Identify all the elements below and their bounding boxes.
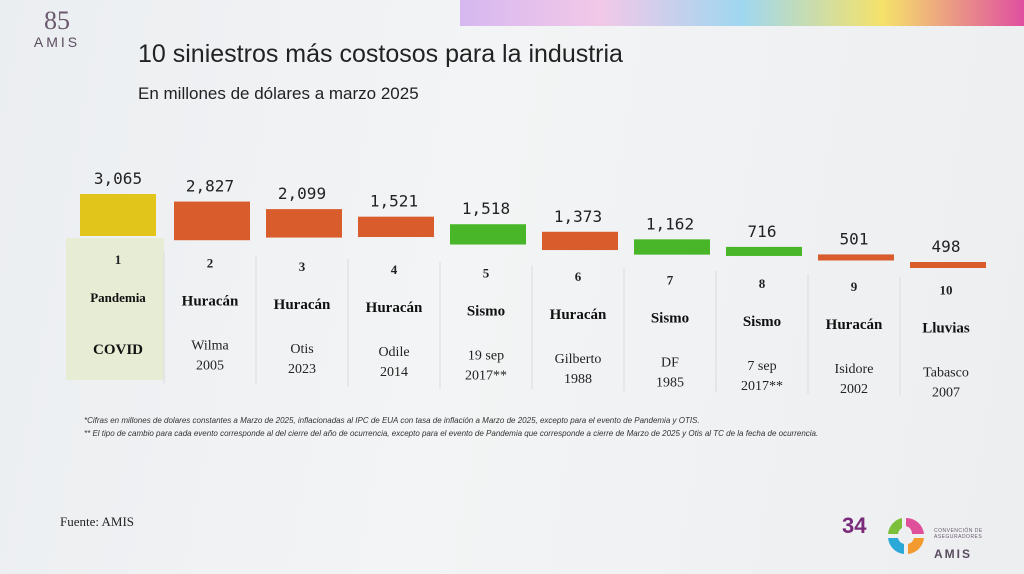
highlight-panel — [66, 238, 164, 380]
rank-label: 4 — [391, 262, 398, 277]
bar-value-label: 498 — [932, 237, 961, 256]
event-type-label: Sismo — [743, 314, 781, 330]
event-name-label: Isidore — [835, 362, 874, 377]
event-type-label: Huracán — [366, 300, 423, 316]
event-year-label: 2017** — [741, 379, 783, 394]
bar-value-label: 1,518 — [462, 199, 510, 218]
amis-85-logo: 85 AMIS — [22, 6, 92, 51]
bar — [80, 194, 156, 236]
event-year-label: 1988 — [564, 372, 592, 387]
page-number: 34 — [842, 513, 867, 538]
event-type-label: Huracán — [550, 307, 607, 323]
footnotes: *Cifras en millones de dolares constante… — [84, 414, 874, 440]
event-year-label: 2007 — [932, 386, 960, 401]
bar — [542, 231, 618, 251]
rank-label: 8 — [759, 276, 766, 291]
bar — [358, 216, 434, 238]
bar-value-label: 1,373 — [554, 207, 602, 226]
bar — [818, 254, 894, 261]
bar-value-label: 2,827 — [186, 177, 234, 196]
rank-label: 6 — [575, 269, 582, 284]
bar-value-label: 3,065 — [94, 169, 142, 188]
rank-label: 1 — [115, 252, 122, 267]
bar-value-label: 2,099 — [278, 184, 326, 203]
bar — [910, 262, 986, 268]
event-year-label: 2005 — [196, 358, 224, 373]
bar — [174, 201, 250, 241]
event-type-label: Pandemia — [90, 290, 146, 305]
rank-label: 10 — [940, 283, 953, 298]
event-name-label: 7 sep — [747, 359, 776, 374]
event-name-label: Wilma — [191, 338, 229, 353]
event-type-label: Sismo — [651, 310, 689, 326]
event-name-label: Gilberto — [555, 352, 602, 367]
bar — [450, 224, 526, 245]
event-name-label: DF — [661, 355, 679, 370]
rank-label: 7 — [667, 272, 674, 287]
event-year-label: 1985 — [656, 375, 684, 390]
bar-value-label: 501 — [840, 229, 869, 248]
bar — [726, 246, 802, 256]
footnote-2: ** El tipo de cambio para cada evento co… — [84, 429, 819, 438]
event-type-label: Lluvias — [922, 321, 970, 337]
logo-name: AMIS — [33, 34, 81, 50]
amis-convention-logo-icon — [888, 517, 924, 554]
rank-label: 9 — [851, 279, 858, 294]
event-type-label: Sismo — [467, 304, 505, 320]
event-year-label: 2014 — [380, 365, 408, 380]
event-name-label: Odile — [378, 345, 409, 360]
footnote-1: *Cifras en millones de dolares constante… — [84, 416, 700, 425]
event-year-label: 2023 — [288, 362, 316, 377]
top-decoration-strip — [460, 0, 1024, 26]
footer-logo-name: AMIS — [934, 547, 972, 561]
bar — [634, 239, 710, 255]
footer-logo-text: CONVENCIÓN DE ASEGURADORES — [934, 528, 983, 540]
page-subtitle: En millones de dólares a marzo 2025 — [138, 84, 419, 103]
source-note: Fuente: AMIS — [60, 514, 135, 529]
event-year-label: 2017** — [465, 369, 507, 384]
logo-number: 85 — [44, 6, 70, 35]
event-name-label: 19 sep — [468, 349, 504, 364]
bar-value-label: 716 — [748, 222, 777, 241]
rank-label: 5 — [483, 266, 490, 281]
bar — [266, 209, 342, 238]
bar-value-label: 1,162 — [646, 214, 694, 233]
event-year-label: 2002 — [840, 382, 868, 397]
event-type-label: Huracán — [274, 297, 331, 313]
event-name-label: Otis — [290, 342, 313, 357]
rank-label: 3 — [299, 259, 306, 274]
page-title: 10 siniestros más costosos para la indus… — [138, 40, 623, 68]
event-type-label: Huracán — [826, 317, 883, 333]
bar-value-label: 1,521 — [370, 192, 418, 211]
rank-label: 2 — [207, 255, 214, 270]
event-name-label: COVID — [93, 342, 143, 358]
event-type-label: Huracán — [182, 293, 239, 309]
event-name-label: Tabasco — [923, 366, 969, 381]
